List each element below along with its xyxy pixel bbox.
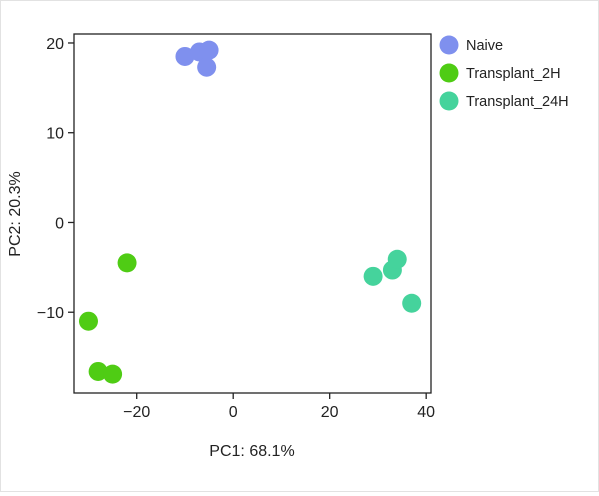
data-point [88,361,108,381]
data-point [103,364,123,384]
data-point [197,57,217,77]
x-tick-label: 0 [229,404,238,421]
legend-label: Naive [466,38,503,54]
y-tick-label: 0 [55,215,64,232]
legend-swatch [439,91,459,111]
y-tick-label: −10 [37,305,64,322]
points-layer [78,40,422,384]
x-axis-label: PC1: 68.1% [209,443,294,460]
plot-area-border [73,33,432,394]
data-point [175,46,195,66]
y-tick-label: 10 [46,126,64,143]
legend: Naive Transplant_2H Transplant_24H [439,35,569,111]
legend-label: Transplant_24H [466,94,569,110]
x-tick-label: 20 [321,404,339,421]
data-point [387,249,407,269]
y-axis-label: PC2: 20.3% [7,171,24,256]
x-tick-label: 40 [417,404,435,421]
data-point [199,40,219,60]
x-axis: −20 0 20 40 [123,393,435,421]
legend-swatch [439,35,459,55]
x-tick-label: −20 [123,404,150,421]
data-point [402,293,422,313]
legend-swatch [439,63,459,83]
data-point [117,253,137,273]
y-axis: −10 0 10 20 [37,36,74,322]
data-point [78,311,98,331]
y-tick-label: 20 [46,36,64,53]
data-point [363,266,383,286]
legend-label: Transplant_2H [466,66,561,82]
